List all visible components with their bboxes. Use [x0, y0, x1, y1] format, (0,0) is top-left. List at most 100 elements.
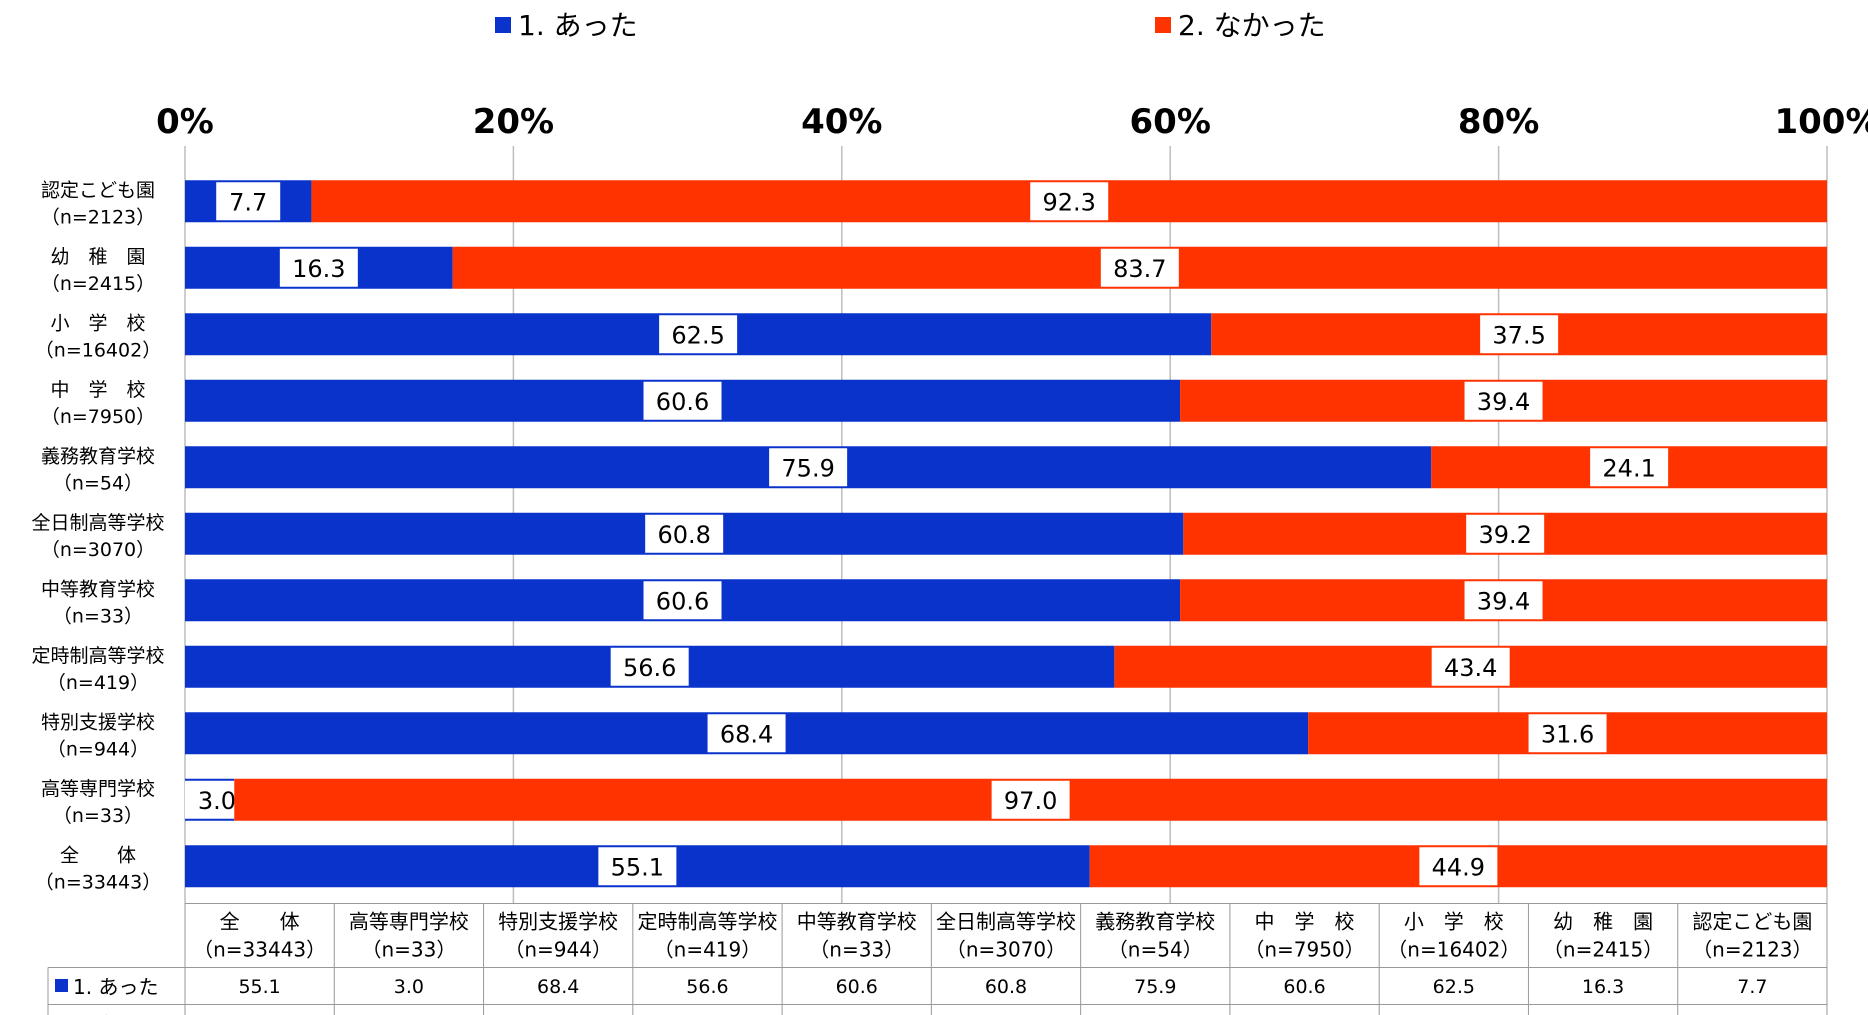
table-column-count: （n=2415） [1543, 938, 1663, 962]
data-label-box [279, 248, 358, 287]
table-column-count: （n=2123） [1692, 938, 1812, 962]
table-column-count: （n=33） [361, 938, 456, 962]
table-cell: 83.7 [1582, 1013, 1624, 1015]
table-column-count: （n=944） [504, 938, 612, 962]
data-label: 68.4 [720, 720, 773, 748]
data-label: 62.5 [671, 321, 724, 349]
table-row-label: 2. なかった [73, 1012, 178, 1015]
legend-swatch [495, 17, 511, 33]
category-label: 幼 稚 園 [50, 246, 145, 268]
table-cell: 62.5 [1433, 976, 1475, 998]
data-label-box [1464, 381, 1543, 420]
data-label-box [1466, 514, 1545, 553]
table-column-header: 認定こども園 [1692, 910, 1812, 934]
x-tick-label: 40% [801, 102, 882, 142]
category-count: （n=33） [53, 605, 143, 627]
table-cell: 60.8 [985, 976, 1027, 998]
category-count: （n=419） [47, 672, 149, 694]
data-label: 39.4 [1477, 388, 1530, 416]
data-label-box [1030, 182, 1109, 221]
table-cell: 68.4 [537, 976, 579, 998]
data-label-box [707, 714, 786, 753]
data-label: 16.3 [292, 255, 345, 283]
table-cell: 39.4 [836, 1013, 878, 1015]
data-label-box [1590, 448, 1669, 487]
category-label: 中 学 校 [50, 379, 145, 401]
data-label: 3.0 [198, 787, 236, 815]
table-cell: 97.0 [388, 1013, 430, 1015]
table-column-header: 全 体 [220, 910, 300, 934]
data-label: 60.6 [656, 388, 709, 416]
table-column-header: 定時制高等学校 [637, 910, 777, 934]
x-tick-label: 80% [1458, 102, 1539, 142]
category-count: （n=2123） [41, 206, 155, 228]
table-row-label: 1. あった [73, 975, 158, 999]
table-cell: 39.2 [985, 1013, 1027, 1015]
category-count: （n=54） [53, 472, 143, 494]
table-column-header: 中等教育学校 [797, 910, 917, 934]
table-cell: 44.9 [238, 1013, 280, 1015]
data-label: 7.7 [229, 188, 267, 216]
table-cell: 60.6 [1283, 976, 1325, 998]
data-label: 60.8 [657, 521, 710, 549]
data-label: 97.0 [1004, 787, 1057, 815]
table-cell: 75.9 [1134, 976, 1176, 998]
data-label-box [610, 647, 689, 686]
data-label-box [659, 315, 738, 354]
data-label-box [1100, 248, 1179, 287]
category-count: （n=2415） [41, 273, 155, 295]
data-label-box [1480, 315, 1559, 354]
table-cell: 16.3 [1582, 976, 1624, 998]
category-label: 高等専門学校 [41, 778, 155, 800]
table-column-header: 小 学 校 [1404, 910, 1504, 934]
table-column-count: （n=54） [1108, 938, 1203, 962]
table-column-header: 幼 稚 園 [1553, 910, 1653, 934]
data-label: 31.6 [1541, 720, 1594, 748]
data-label: 39.4 [1477, 587, 1530, 615]
x-tick-label: 0% [156, 102, 214, 142]
legend-swatch [1155, 17, 1171, 33]
category-count: （n=3070） [41, 539, 155, 561]
table-cell: 43.4 [686, 1013, 728, 1015]
category-label: 義務教育学校 [41, 445, 155, 467]
data-label-box [643, 581, 722, 620]
data-label: 39.2 [1478, 521, 1531, 549]
category-count: （n=944） [47, 738, 149, 760]
table-cell: 39.4 [1283, 1013, 1325, 1015]
table-cell: 92.3 [1731, 1013, 1773, 1015]
x-tick-label: 100% [1774, 102, 1868, 142]
data-label: 75.9 [781, 454, 834, 482]
table-cell: 7.7 [1737, 976, 1767, 998]
category-label: 小 学 校 [50, 312, 145, 334]
table-cell: 56.6 [686, 976, 728, 998]
table-cell: 60.6 [836, 976, 878, 998]
table-legend-swatch [55, 979, 68, 992]
table-column-header: 全日制高等学校 [936, 910, 1076, 934]
data-label: 83.7 [1113, 255, 1166, 283]
table-cell: 3.0 [394, 976, 424, 998]
category-label: 定時制高等学校 [31, 645, 164, 667]
data-label-box [769, 448, 848, 487]
data-label: 55.1 [611, 853, 664, 881]
data-label-box [598, 847, 677, 886]
legend-label: 2. なかった [1178, 9, 1326, 42]
category-label: 特別支援学校 [41, 711, 155, 733]
table-column-header: 特別支援学校 [498, 910, 618, 934]
category-count: （n=33443） [35, 871, 161, 893]
data-label-box [645, 514, 724, 553]
table-cell: 55.1 [238, 976, 280, 998]
category-count: （n=16402） [35, 339, 161, 361]
x-tick-label: 60% [1130, 102, 1211, 142]
table-column-count: （n=16402） [1387, 938, 1520, 962]
table-cell: 31.6 [537, 1013, 579, 1015]
category-label: 認定こども園 [41, 179, 155, 201]
category-count: （n=33） [53, 805, 143, 827]
category-label: 中等教育学校 [41, 578, 155, 600]
data-label-box [1528, 714, 1607, 753]
x-tick-label: 20% [473, 102, 554, 142]
data-label-box [1464, 581, 1543, 620]
data-label: 37.5 [1492, 321, 1545, 349]
data-label: 92.3 [1042, 188, 1095, 216]
table-column-count: （n=33443） [193, 938, 326, 962]
